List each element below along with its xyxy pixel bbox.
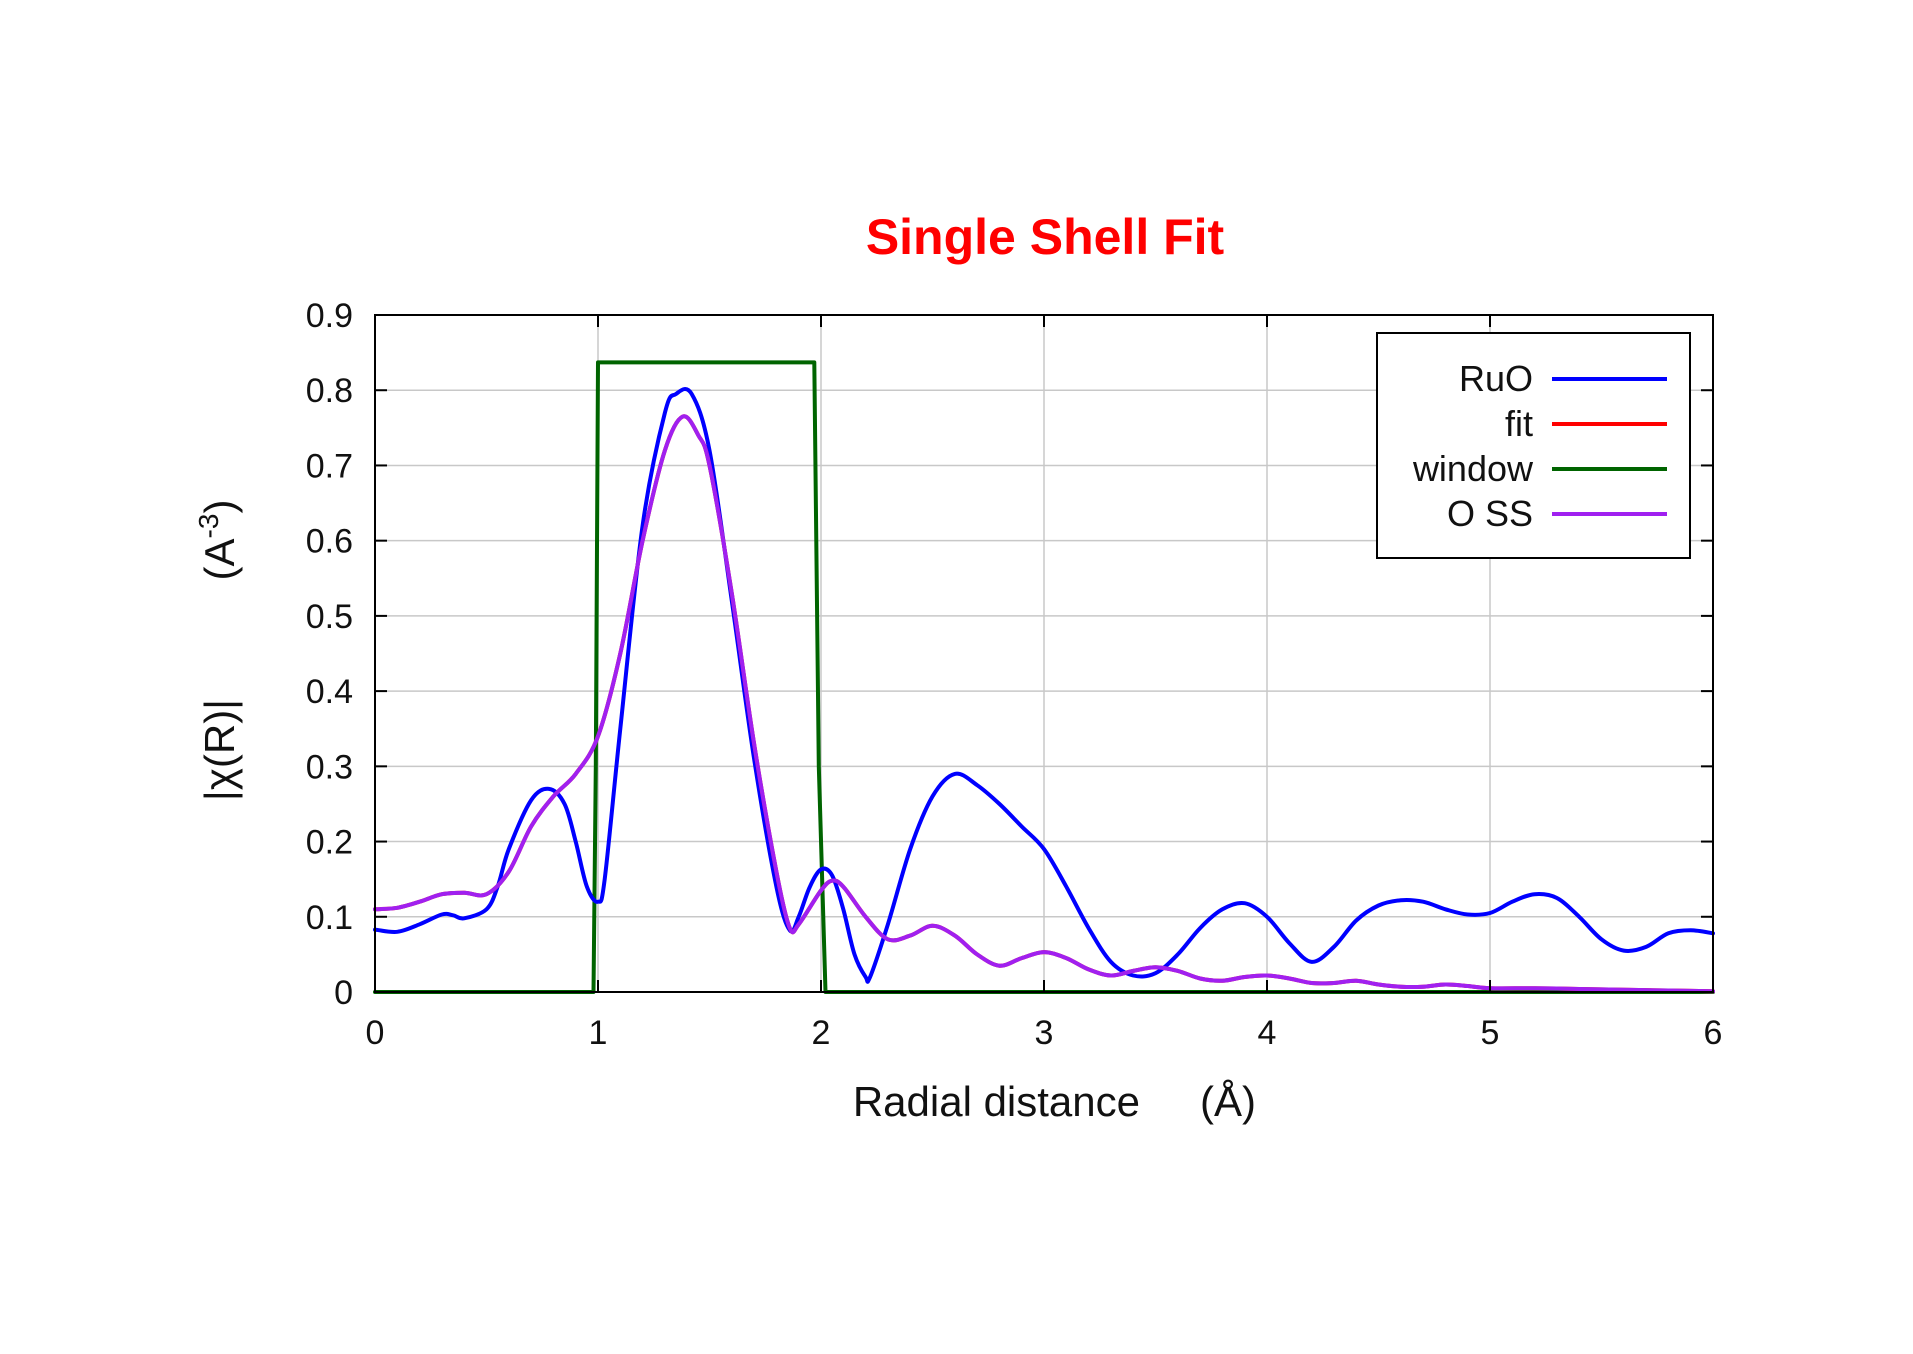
y-tick-label: 0.2 bbox=[306, 824, 353, 862]
x-tick-label: 2 bbox=[812, 1014, 831, 1052]
series-lines bbox=[373, 360, 1715, 994]
y-tick-label: 0.8 bbox=[306, 372, 353, 410]
series-line-ruo bbox=[373, 387, 1715, 984]
y-tick-label: 0.3 bbox=[306, 748, 353, 786]
chart-title: Single Shell Fit bbox=[866, 209, 1225, 265]
y-axis-label: |χ(R)| bbox=[196, 699, 243, 801]
x-tick-label: 3 bbox=[1035, 1014, 1054, 1052]
y-tick-label: 0.7 bbox=[306, 447, 353, 485]
legend-label-o-ss: O SS bbox=[1447, 493, 1533, 534]
y-tick-label: 0.6 bbox=[306, 523, 353, 561]
x-tick-label: 5 bbox=[1481, 1014, 1500, 1052]
axis-ticks bbox=[374, 314, 1714, 993]
legend-label-fit: fit bbox=[1505, 403, 1533, 444]
y-axis-unit-base: (A bbox=[196, 538, 243, 580]
y-tick-label: 0.4 bbox=[306, 673, 353, 711]
y-axis-unit-close: ) bbox=[196, 500, 243, 514]
x-tick-label: 6 bbox=[1704, 1014, 1723, 1052]
y-axis-unit: (A-3) bbox=[193, 500, 243, 581]
legend-label-ruo: RuO bbox=[1459, 358, 1533, 399]
y-axis-tick-labels: 0 0.1 0.2 0.3 0.4 0.5 0.6 0.7 0.8 0.9 bbox=[306, 297, 353, 1012]
x-tick-label: 4 bbox=[1258, 1014, 1277, 1052]
legend-label-window: window bbox=[1412, 448, 1534, 489]
y-tick-label: 0.1 bbox=[306, 899, 353, 937]
legend-box bbox=[1376, 332, 1691, 559]
series-line-window bbox=[373, 360, 1715, 994]
series-line-o-ss bbox=[373, 414, 1715, 994]
y-axis-unit-exponent: -3 bbox=[193, 514, 224, 539]
y-axis-title: |χ(R)| (A-3) bbox=[193, 500, 243, 802]
y-tick-label: 0 bbox=[334, 974, 353, 1012]
y-tick-label: 0.9 bbox=[306, 297, 353, 335]
x-tick-label: 1 bbox=[589, 1014, 608, 1052]
x-tick-label: 0 bbox=[366, 1014, 385, 1052]
x-axis-label: Radial distance bbox=[853, 1078, 1140, 1125]
x-axis-unit: (Å) bbox=[1200, 1078, 1256, 1125]
y-tick-label: 0.5 bbox=[306, 598, 353, 636]
x-axis-tick-labels: 0 1 2 3 4 5 6 bbox=[366, 1014, 1723, 1052]
